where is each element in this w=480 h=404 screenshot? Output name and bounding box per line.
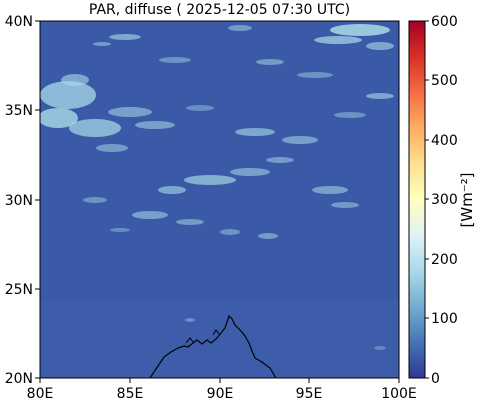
map-title: PAR, diffuse ( 2025-12-05 07:30 UTC) <box>88 2 351 18</box>
lon-tick-label: 90E <box>207 386 234 402</box>
colorbar-gradient <box>408 20 426 379</box>
map-plot-area <box>40 21 399 378</box>
lat-tick-label: 25N <box>5 282 33 298</box>
colorbar: 600 500 400 300 200 100 0 [Wm⁻²] <box>408 14 476 387</box>
lat-tick-label: 20N <box>5 371 33 387</box>
lat-axis: 40N 35N 30N 25N 20N <box>5 14 40 387</box>
lon-tick-label: 80E <box>27 386 54 402</box>
colorbar-tick-label: 500 <box>431 73 458 89</box>
lat-tick-label: 40N <box>5 14 33 30</box>
lat-tick-label: 35N <box>5 103 33 119</box>
lon-axis: 80E 85E 90E 95E 100E <box>27 378 417 402</box>
ocean-background <box>40 21 399 378</box>
colorbar-tick-label: 400 <box>431 133 458 149</box>
colorbar-tick-label: 0 <box>431 371 440 387</box>
cloud-field <box>40 24 394 350</box>
southern-haze <box>40 300 399 378</box>
colorbar-tick-label: 100 <box>431 311 458 327</box>
lon-tick-label: 95E <box>296 386 323 402</box>
colorbar-label: [Wm⁻²] <box>458 172 476 227</box>
coastline <box>149 314 277 378</box>
lon-tick-label: 100E <box>381 386 417 402</box>
lat-tick-label: 30N <box>5 193 33 209</box>
colorbar-tick-label: 300 <box>431 192 458 208</box>
lon-tick-label: 85E <box>117 386 144 402</box>
colorbar-tick-label: 200 <box>431 252 458 268</box>
colorbar-tick-label: 600 <box>431 14 458 30</box>
